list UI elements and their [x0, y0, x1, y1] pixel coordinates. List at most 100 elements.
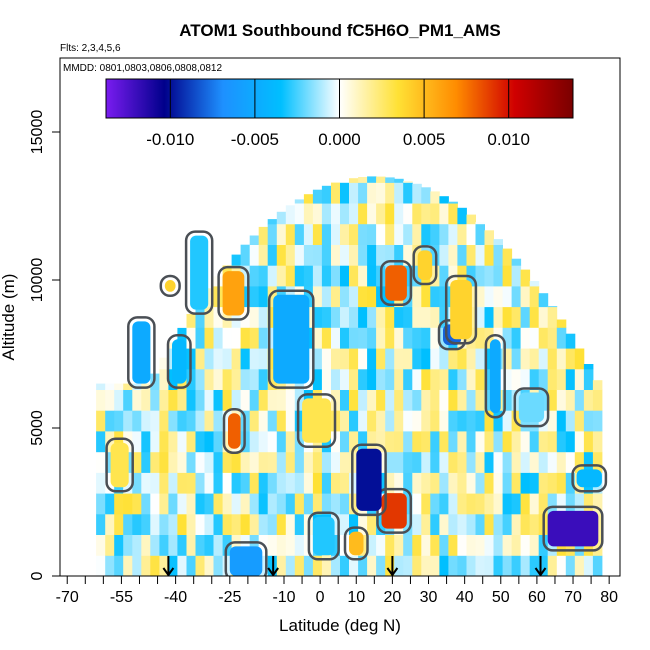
field-cell: [457, 223, 467, 245]
field-cell: [376, 431, 386, 453]
field-cell: [240, 389, 251, 411]
field-cell: [412, 244, 422, 266]
field-cell: [150, 534, 160, 556]
field-cell: [457, 207, 467, 225]
field-cell: [583, 555, 594, 576]
field-cell: [592, 410, 603, 432]
field-cell: [195, 451, 205, 473]
field-cell: [303, 493, 314, 515]
field-cell: [430, 410, 440, 432]
field-cell: [385, 472, 395, 494]
field-cell: [403, 410, 413, 432]
field-cell: [430, 348, 440, 370]
field-cell: [312, 493, 323, 515]
field-cell: [294, 472, 305, 494]
field-cell: [475, 285, 485, 308]
field-cell: [511, 493, 522, 515]
field-cell: [493, 451, 503, 473]
field-cell: [186, 389, 196, 411]
field-cell: [457, 389, 467, 411]
field-cell: [285, 223, 296, 245]
field-cell: [475, 265, 485, 287]
field-cell: [285, 389, 296, 411]
field-cell: [258, 265, 269, 287]
field-cell: [312, 327, 323, 349]
field-cell: [312, 555, 323, 576]
field-cell: [367, 306, 377, 328]
field-cell: [258, 327, 269, 349]
field-cell: [511, 306, 522, 328]
field-cell: [367, 534, 377, 556]
data-region: [356, 448, 382, 511]
field-cell: [204, 306, 214, 328]
field-cell: [394, 389, 404, 411]
field-cell: [123, 555, 133, 576]
field-cell: [475, 493, 485, 515]
field-cell: [358, 410, 368, 432]
field-cell: [141, 493, 151, 515]
field-cell: [249, 285, 260, 308]
field-cell: [430, 203, 440, 225]
field-cell: [177, 493, 187, 515]
field-cell: [412, 493, 422, 515]
field-cell: [276, 244, 287, 266]
field-cell: [114, 555, 124, 576]
field-cell: [150, 451, 160, 473]
field-cell: [105, 555, 115, 576]
field-cell: [367, 244, 377, 266]
field-cell: [222, 555, 233, 576]
field-cell: [312, 223, 323, 245]
field-cell: [321, 265, 332, 287]
field-cell: [249, 451, 260, 473]
field-cell: [376, 410, 386, 432]
field-cell: [403, 472, 413, 494]
contour-line: [184, 230, 214, 315]
field-cell: [358, 285, 368, 308]
field-cell: [340, 306, 350, 328]
y-tick-label: 15000: [29, 110, 46, 155]
field-cell: [493, 306, 503, 328]
field-cell: [385, 223, 395, 245]
field-cell: [421, 348, 431, 370]
field-cell: [556, 327, 567, 349]
latitude-arrow-head: [267, 567, 279, 576]
data-region: [381, 493, 407, 529]
field-cell: [195, 306, 205, 328]
field-cell: [421, 223, 431, 245]
field-cell: [439, 513, 449, 535]
data-region: [450, 280, 472, 340]
field-cell: [349, 265, 359, 287]
field-cell: [105, 410, 115, 432]
field-cell: [303, 203, 314, 225]
field-cell: [439, 306, 449, 328]
field-cell: [376, 223, 386, 245]
field-cell: [511, 555, 522, 576]
field-cell: [349, 410, 359, 432]
colorbar-tick-label: 0.010: [487, 130, 530, 149]
field-cell: [159, 513, 169, 535]
field-cell: [340, 348, 350, 370]
field-cell: [258, 368, 269, 390]
field-cell: [231, 306, 242, 328]
field-cell: [231, 472, 242, 494]
field-cell: [592, 389, 603, 411]
field-cell: [331, 265, 341, 287]
field-cell: [394, 431, 404, 453]
field-cell: [321, 348, 332, 370]
field-cell: [529, 451, 540, 473]
field-cell: [168, 513, 178, 535]
field-cell: [249, 327, 260, 349]
field-cell: [231, 389, 242, 411]
field-cell: [349, 493, 359, 515]
field-cell: [547, 472, 558, 494]
field-cell: [484, 389, 494, 411]
field-cell: [529, 431, 540, 453]
field-cell: [349, 244, 359, 266]
field-cell: [267, 348, 278, 370]
field-cell: [96, 389, 106, 411]
field-cell: [141, 451, 151, 473]
field-cell: [267, 410, 278, 432]
field-cell: [249, 534, 260, 556]
field-cell: [222, 265, 233, 266]
field-cell: [529, 327, 540, 349]
